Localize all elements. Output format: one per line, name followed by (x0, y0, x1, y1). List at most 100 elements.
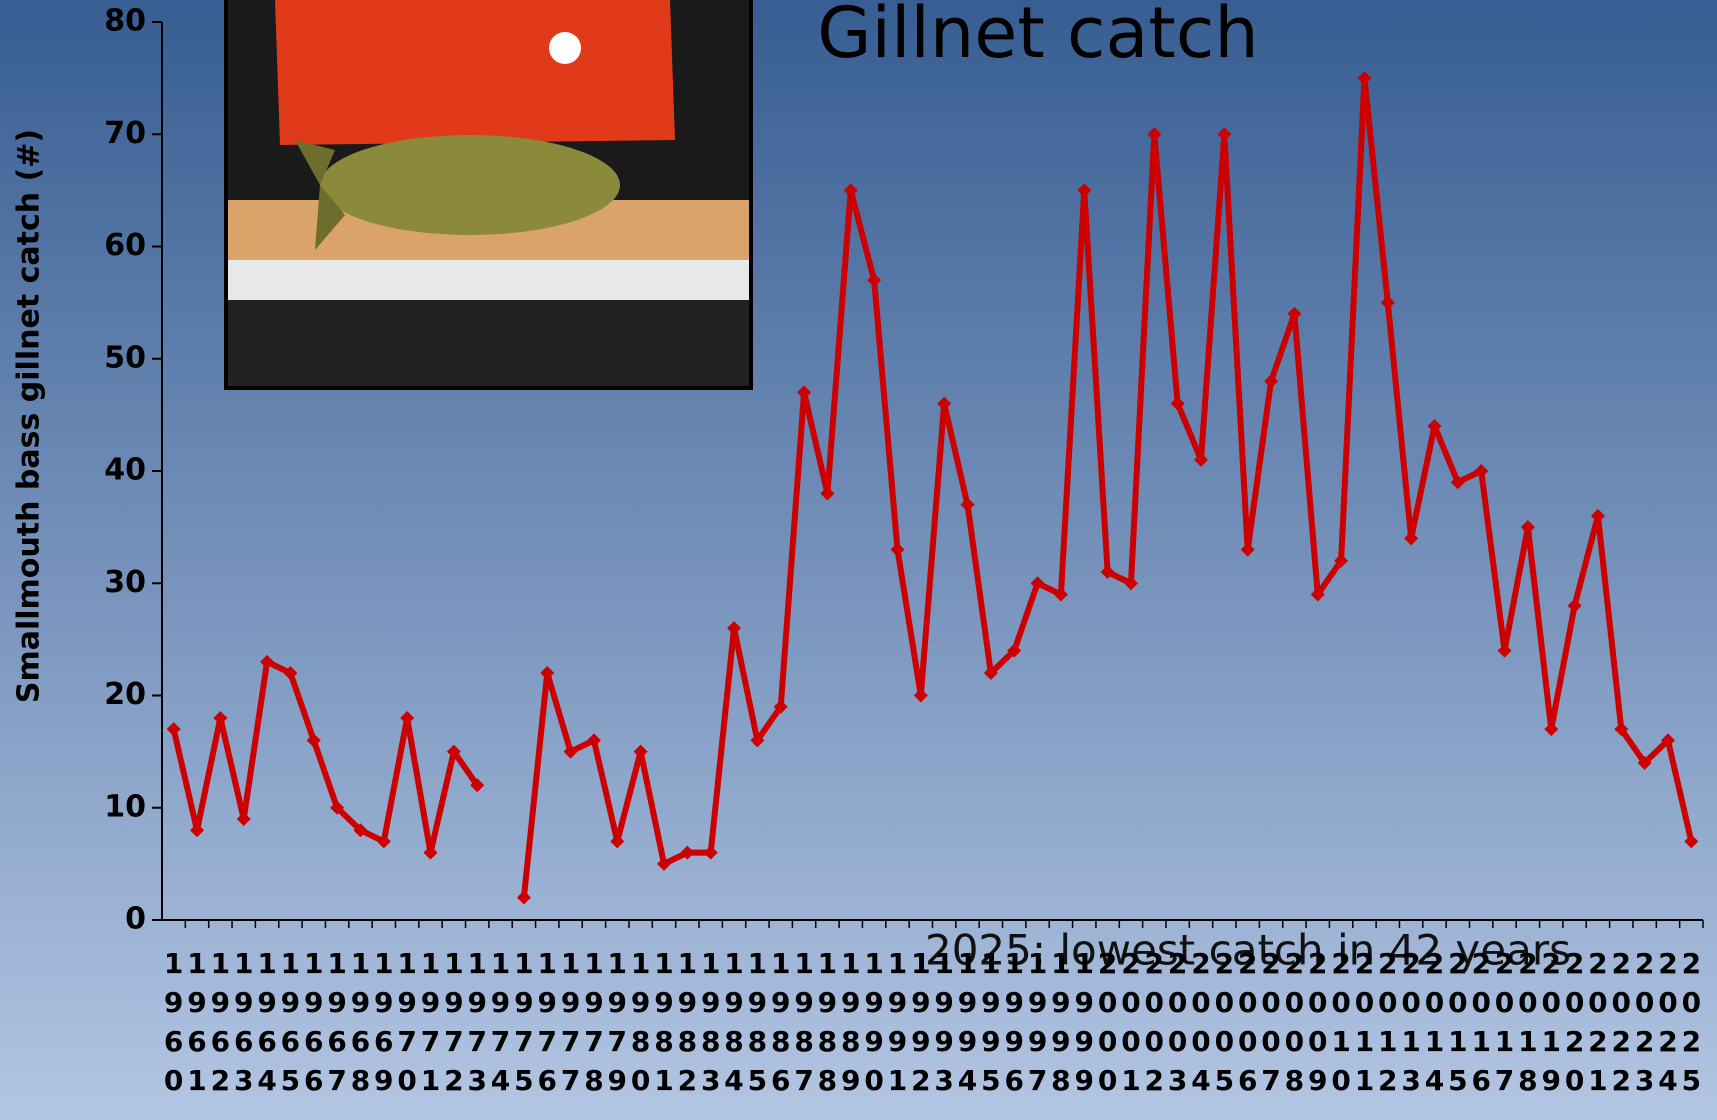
annotation: 2025: lowest catch in 42 years (925, 926, 1571, 975)
data-point (960, 497, 975, 512)
y-tick-label: 10 (104, 789, 146, 824)
data-point (283, 666, 298, 681)
x-tick-label: 1972 (444, 947, 464, 1097)
data-point (703, 845, 718, 860)
x-tick-label: 1987 (794, 947, 814, 1097)
x-tick-label: 1975 (514, 947, 534, 1097)
data-point (797, 385, 812, 400)
x-tick-label: 1997 (1027, 947, 1048, 1097)
x-tick-label: 1969 (374, 947, 394, 1097)
data-point (1380, 295, 1395, 310)
data-point (516, 890, 531, 905)
data-point (1147, 127, 1162, 142)
data-point (563, 744, 578, 759)
x-tick-label: 1966 (304, 947, 324, 1097)
data-point (1123, 576, 1138, 591)
x-tick-label: 2000 (1097, 947, 1118, 1097)
data-point (913, 688, 928, 703)
data-point (843, 183, 858, 198)
data-point (937, 396, 952, 411)
x-tick-label: 2001 (1121, 947, 1141, 1097)
x-tick-label: 1984 (724, 947, 744, 1097)
x-tick-label: 1999 (1074, 947, 1094, 1097)
data-point (376, 834, 391, 849)
data-point (1474, 464, 1489, 478)
x-tick-label: 1960 (163, 947, 184, 1097)
data-point (1100, 565, 1115, 580)
data-point (1077, 183, 1092, 198)
x-tick-label: 1991 (887, 947, 908, 1097)
data-point (586, 733, 601, 748)
data-point (1427, 419, 1442, 434)
x-tick-label: 2020 (1564, 947, 1585, 1097)
x-tick-label: 2021 (1588, 947, 1608, 1097)
x-tick-label: 2016 (1471, 947, 1491, 1097)
x-tick-label: 2008 (1284, 947, 1305, 1097)
y-tick-label: 0 (125, 902, 146, 937)
x-tick-label: 1962 (210, 947, 231, 1097)
x-tick-label: 1971 (420, 947, 441, 1097)
data-point (1240, 542, 1255, 557)
chart-title: Gillnet catch (817, 0, 1258, 74)
data-point (656, 856, 671, 871)
data-point (1357, 71, 1372, 86)
data-line (170, 658, 480, 856)
data-point (353, 823, 368, 838)
x-tick-label: 1965 (280, 947, 301, 1097)
x-tick-label: 2013 (1401, 947, 1421, 1097)
data-point (1310, 587, 1325, 602)
x-tick-label: 2011 (1354, 947, 1375, 1097)
x-tick-label: 1993 (934, 947, 954, 1097)
data-point (1567, 598, 1582, 613)
data-point (1030, 576, 1045, 591)
data-point (1217, 127, 1232, 142)
data-point (983, 666, 998, 681)
x-tick-label: 1983 (700, 947, 721, 1097)
data-point (306, 733, 321, 748)
x-tick-label: 1995 (981, 947, 1001, 1097)
data-point (213, 710, 228, 725)
x-tick-label: 1976 (537, 947, 557, 1097)
y-tick-label: 70 (104, 116, 146, 151)
x-tick-label: 2019 (1541, 947, 1561, 1097)
x-tick-label: 1981 (654, 947, 674, 1097)
data-point (773, 699, 788, 714)
x-tick-label: 1996 (1004, 947, 1024, 1097)
x-tick-label: 2022 (1611, 947, 1631, 1097)
data-point (1637, 755, 1652, 770)
x-tick-label: 1961 (187, 947, 207, 1097)
x-tick-label: 1985 (747, 947, 768, 1097)
data-point (540, 666, 555, 681)
x-tick-label: 1963 (233, 947, 254, 1097)
photo (224, 0, 753, 390)
x-tick-label: 2024 (1658, 947, 1678, 1097)
x-tick-label: 1982 (677, 947, 698, 1097)
data-point (470, 778, 485, 793)
data-point (750, 733, 765, 748)
data-point (423, 845, 438, 860)
x-tick-label: 2003 (1167, 947, 1188, 1097)
y-tick-label: 30 (104, 565, 146, 600)
data-point (1404, 531, 1419, 546)
y-axis-label: Smallmouth bass gillnet catch (#) (12, 129, 47, 703)
data-point (1544, 722, 1559, 737)
data-point (1520, 520, 1535, 535)
data-point (867, 273, 882, 288)
x-tick-label: 1990 (864, 947, 884, 1097)
x-tick-label: 2012 (1378, 947, 1398, 1097)
data-point (1590, 508, 1605, 523)
data-point (1170, 396, 1185, 411)
data-point (260, 654, 275, 669)
y-tick-label: 20 (104, 677, 146, 712)
x-tick-label: 1989 (841, 947, 861, 1097)
x-tick-label: 2006 (1237, 947, 1258, 1097)
x-tick-label: 2014 (1424, 947, 1445, 1097)
data-point (1264, 374, 1279, 389)
y-tick-label: 60 (104, 228, 146, 263)
data-point (1450, 475, 1465, 490)
data-point (1497, 643, 1512, 658)
x-tick-label: 1964 (257, 947, 277, 1097)
x-tick-label: 1974 (490, 947, 511, 1097)
